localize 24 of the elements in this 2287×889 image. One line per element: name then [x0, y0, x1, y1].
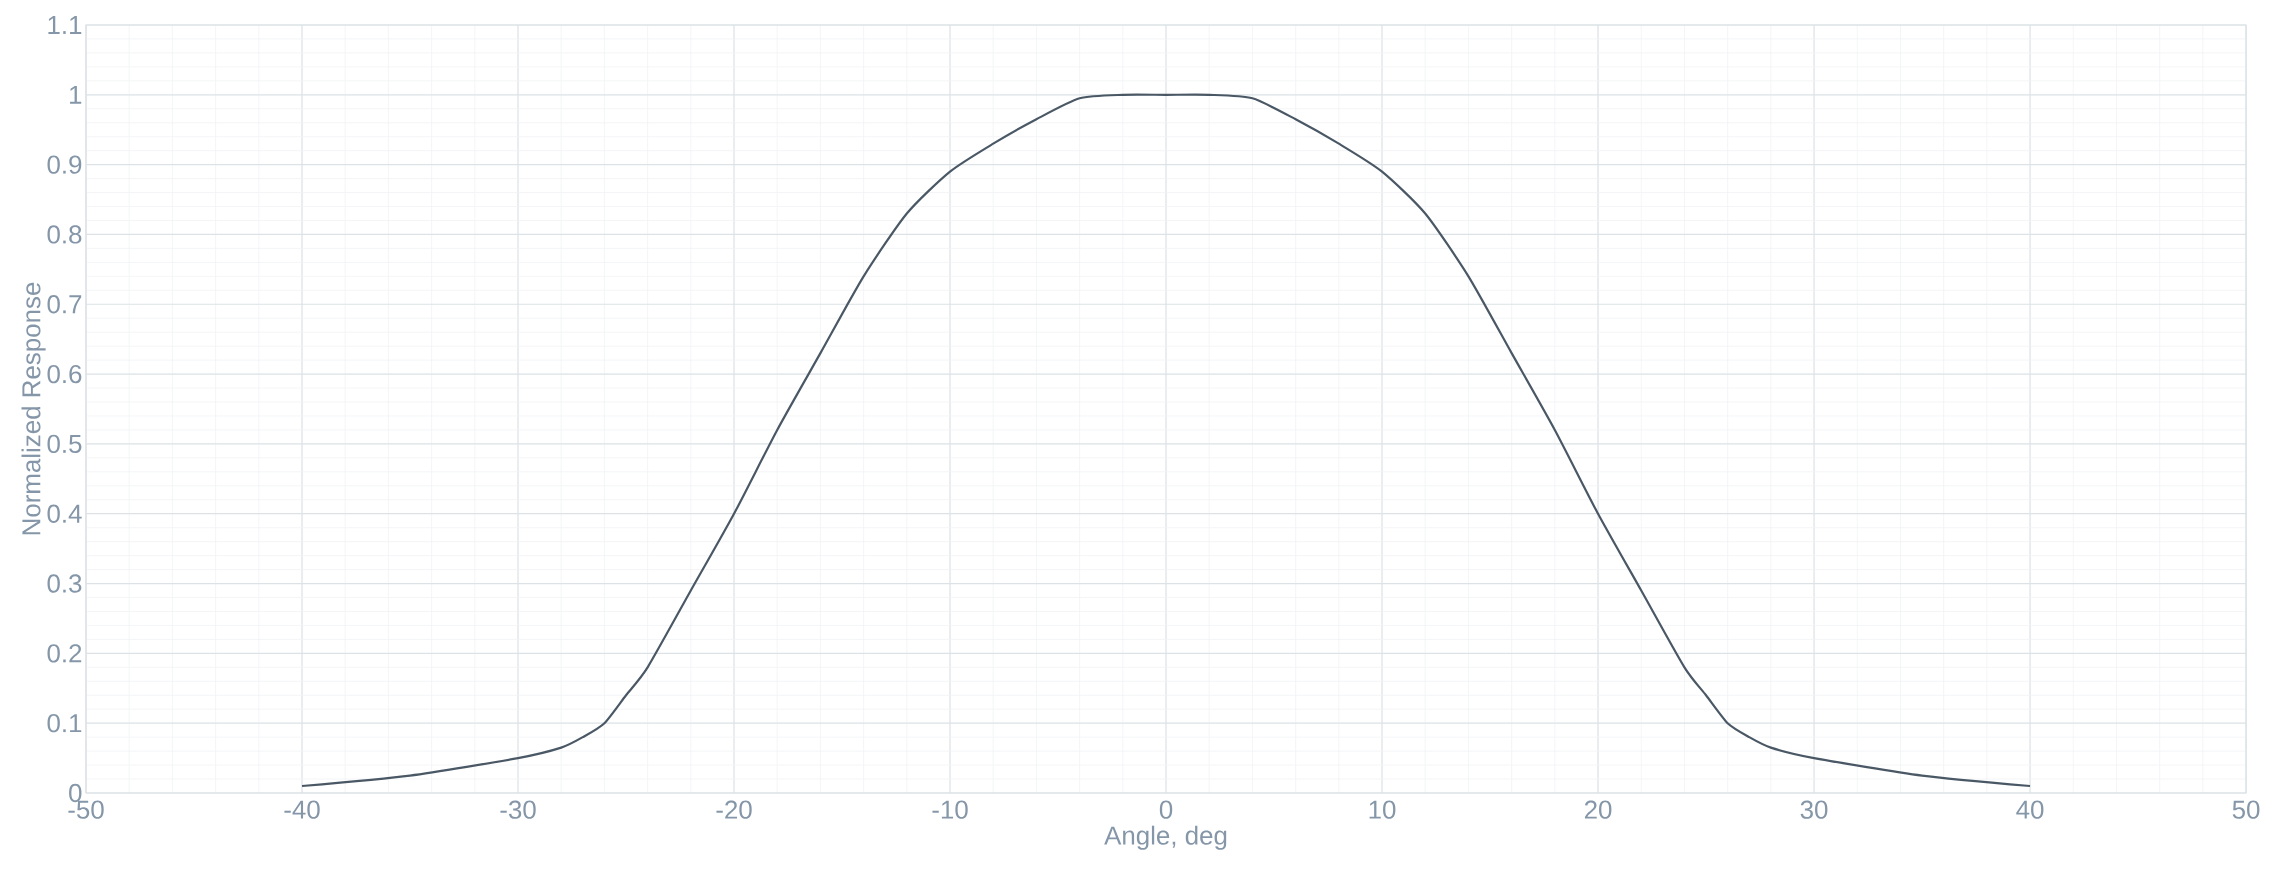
y-tick-label: 0.8 [47, 225, 82, 244]
x-tick-label: 30 [1800, 800, 1828, 819]
y-tick-label: 0.7 [47, 295, 82, 314]
y-tick-label: 1.1 [48, 16, 82, 34]
y-axis-title: Normalized Response [21, 282, 46, 535]
x-tick-label: 0 [1159, 800, 1173, 819]
y-tick-label: 0.4 [47, 504, 82, 523]
x-tick-label: -40 [284, 800, 320, 819]
x-tick-label: 20 [1584, 800, 1612, 819]
y-tick-label: 0.9 [47, 155, 82, 174]
x-tick-label: 10 [1369, 800, 1396, 819]
y-tick-label: 0.2 [47, 644, 82, 663]
y-tick-label: 0.1 [47, 714, 82, 733]
x-tick-label: -20 [716, 800, 752, 819]
y-tick-label: 0.5 [47, 434, 82, 454]
x-tick-label: -30 [500, 800, 536, 819]
x-axis-title: Angle, deg [1104, 825, 1227, 850]
y-tick-label: 0.6 [47, 364, 82, 384]
y-tick-label: 0.3 [47, 574, 82, 593]
line-series [300, 93, 2032, 788]
x-tick-label: 40 [2016, 800, 2044, 819]
x-tick-label: -10 [932, 800, 968, 819]
y-tick-label: 1 [70, 85, 82, 104]
x-tick-label: 50 [2232, 800, 2260, 819]
